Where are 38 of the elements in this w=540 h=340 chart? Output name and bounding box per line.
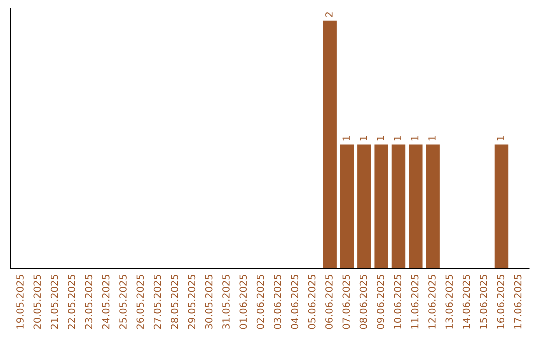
data-label: 1: [394, 136, 402, 141]
x-tick-label: 20.05.2025: [34, 275, 42, 330]
x-tick-label: 24.05.2025: [102, 275, 110, 330]
x-tick-label: 25.05.2025: [120, 275, 127, 330]
x-tick-label: 14.06.2025: [462, 275, 470, 329]
x-tick-label: 12.06.2025: [428, 275, 436, 329]
x-tick-label: 29.05.2025: [188, 275, 196, 330]
x-tick-label: 19.05.2025: [16, 275, 24, 329]
x-tick-label: 30.05.2025: [205, 275, 213, 330]
x-tick-label: 01.06.2025: [240, 275, 248, 330]
x-tick-label: 15.06.2025: [480, 275, 488, 329]
data-label: 1: [377, 136, 384, 141]
x-tick-label: 08.06.2025: [360, 275, 368, 330]
x-tick-label: 31.05.2025: [222, 275, 230, 330]
data-label: 1: [412, 136, 419, 141]
x-tick-label: 03.06.2025: [274, 275, 282, 330]
x-tick-label: 21.05.2025: [50, 275, 58, 330]
x-tick-label: 17.06.2025: [514, 275, 522, 329]
x-tick-label: 27.05.2025: [154, 275, 162, 330]
x-tick-label: 09.06.2025: [377, 275, 384, 330]
data-label: 1: [342, 136, 350, 141]
x-tick-label: 05.06.2025: [308, 275, 316, 330]
x-tick-label: 07.06.2025: [342, 275, 350, 330]
x-tick-label: 16.06.2025: [497, 275, 505, 329]
data-label: 1: [428, 136, 436, 141]
x-tick-label: 10.06.2025: [394, 275, 402, 329]
data-label: 1: [497, 136, 504, 141]
x-tick-label: 06.06.2025: [326, 275, 333, 330]
x-tick-label: 22.05.2025: [68, 275, 76, 330]
x-tick-label: 26.05.2025: [136, 275, 144, 330]
data-label: 1: [360, 136, 368, 141]
x-tick-label: 28.05.2025: [171, 275, 178, 330]
x-tick-label: 13.06.2025: [446, 275, 454, 329]
x-tick-label: 11.06.2025: [411, 275, 419, 329]
x-tick-label: 04.06.2025: [291, 275, 299, 330]
data-label: 2: [326, 12, 333, 18]
x-tick-label: 23.05.2025: [85, 275, 93, 330]
x-tick-label: 02.06.2025: [256, 275, 264, 330]
